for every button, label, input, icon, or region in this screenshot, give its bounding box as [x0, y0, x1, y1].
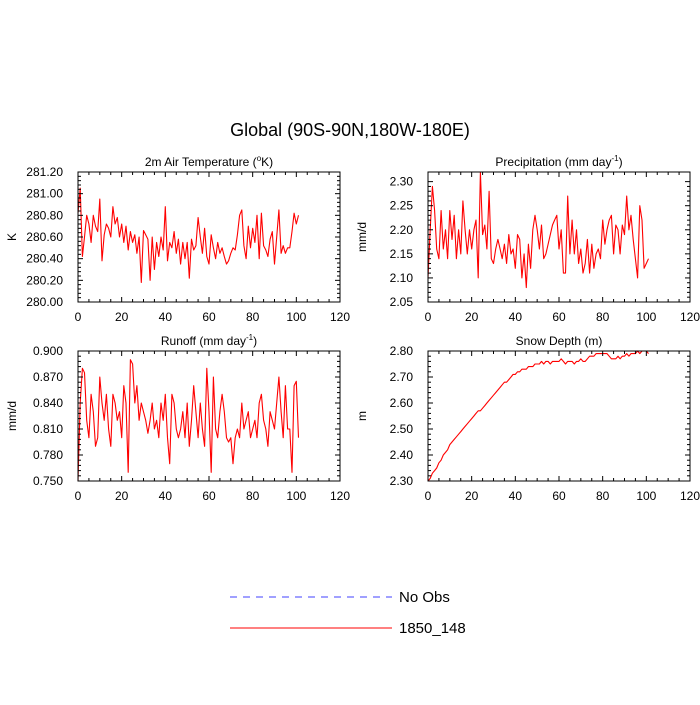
legend-label: 1850_148 [399, 620, 466, 637]
y-tick-label: 2.50 [390, 422, 414, 436]
x-tick-label: 100 [636, 489, 656, 503]
panel-4: 0 20 40 60 80 100 120 2.30 2.40 2.50 2.60 2.70 2.80 m… [355, 334, 700, 503]
x-tick-label: 40 [509, 310, 523, 324]
series-line-3-1 [77, 359, 300, 482]
x-tick-label: 0 [75, 489, 82, 503]
y-tick-label: 2.80 [390, 344, 414, 358]
panels: 0 20 40 60 80 100 120 280.00 280.20 280.40 280.60 2… [5, 154, 700, 503]
x-tick-label: 100 [286, 310, 306, 324]
x-tick-label: 20 [115, 489, 129, 503]
x-tick-label: 40 [159, 310, 173, 324]
x-tick-label: 80 [596, 310, 610, 324]
y-tick-label: 0.870 [33, 370, 63, 384]
panel-2: 0 20 40 60 80 100 120 2.05 2.10 2.15 2.20 2.25 2.30 m… [355, 154, 700, 324]
x-tick-label: 120 [680, 489, 700, 503]
y-tick-label: 0.780 [33, 448, 63, 462]
y-tick-label: 281.00 [26, 187, 63, 201]
x-tick-label: 40 [509, 489, 523, 503]
series-line-1-1 [77, 187, 300, 284]
x-tick-label: 60 [552, 489, 566, 503]
x-tick-label: 60 [202, 489, 216, 503]
y-tick-label: 2.05 [390, 295, 414, 309]
x-tick-label: 80 [246, 489, 260, 503]
y-tick-label: 0.900 [33, 344, 63, 358]
y-tick-label: 2.15 [390, 247, 414, 261]
y-tick-label: 280.60 [26, 230, 63, 244]
x-tick-label: 100 [636, 310, 656, 324]
y-tick-label: 2.40 [390, 448, 414, 462]
y-tick-label: 0.810 [33, 422, 63, 436]
series-line-2-1 [427, 171, 649, 289]
y-tick-label: 2.70 [390, 370, 414, 384]
y-tick-label: 280.00 [26, 295, 63, 309]
x-tick-label: 120 [330, 489, 350, 503]
x-tick-label: 120 [330, 310, 350, 324]
y-tick-label: 2.30 [390, 175, 414, 189]
y-tick-label: 2.30 [390, 474, 414, 488]
plot-frame [77, 171, 341, 303]
plot-frame [427, 350, 691, 482]
x-tick-label: 0 [425, 310, 432, 324]
panel-1: 0 20 40 60 80 100 120 280.00 280.20 280.40 280.60 2… [5, 154, 350, 324]
x-tick-label: 40 [159, 489, 173, 503]
x-tick-label: 60 [202, 310, 216, 324]
x-tick-label: 0 [75, 310, 82, 324]
x-tick-label: 60 [552, 310, 566, 324]
y-axis-label: m [355, 411, 369, 421]
y-tick-label: 0.840 [33, 396, 63, 410]
panel-3: 0 20 40 60 80 100 120 0.750 0.780 0.810 0.840 0.870… [5, 333, 350, 503]
y-tick-label: 280.20 [26, 273, 63, 287]
x-tick-label: 20 [115, 310, 129, 324]
legend-label: No Obs [399, 589, 450, 606]
panel-title: 2m Air Temperature (oK) [145, 154, 273, 169]
y-tick-label: 2.20 [390, 223, 414, 237]
y-axis-label: mm/d [5, 401, 19, 431]
series-line-4-1 [427, 350, 649, 482]
panel-title: Snow Depth (m) [516, 334, 603, 348]
legend: No Obs 1850_148 [230, 589, 466, 637]
y-tick-label: 0.750 [33, 474, 63, 488]
y-axis-label: K [5, 233, 19, 241]
y-tick-label: 2.25 [390, 199, 414, 213]
x-tick-label: 120 [680, 310, 700, 324]
x-tick-label: 100 [286, 489, 306, 503]
x-tick-label: 20 [465, 310, 479, 324]
panel-title: Runoff (mm day-1) [161, 333, 257, 348]
y-tick-label: 2.60 [390, 396, 414, 410]
y-tick-label: 281.20 [26, 165, 63, 179]
y-tick-label: 280.80 [26, 208, 63, 222]
x-tick-label: 20 [465, 489, 479, 503]
x-tick-label: 80 [246, 310, 260, 324]
y-axis-label: mm/d [355, 222, 369, 252]
figure-title: Global (90S-90N,180W-180E) [230, 120, 470, 140]
panel-title: Precipitation (mm day-1) [495, 154, 622, 169]
x-tick-label: 0 [425, 489, 432, 503]
y-tick-label: 280.40 [26, 252, 63, 266]
y-tick-label: 2.10 [390, 271, 414, 285]
plot-frame [427, 171, 691, 303]
x-tick-label: 80 [596, 489, 610, 503]
